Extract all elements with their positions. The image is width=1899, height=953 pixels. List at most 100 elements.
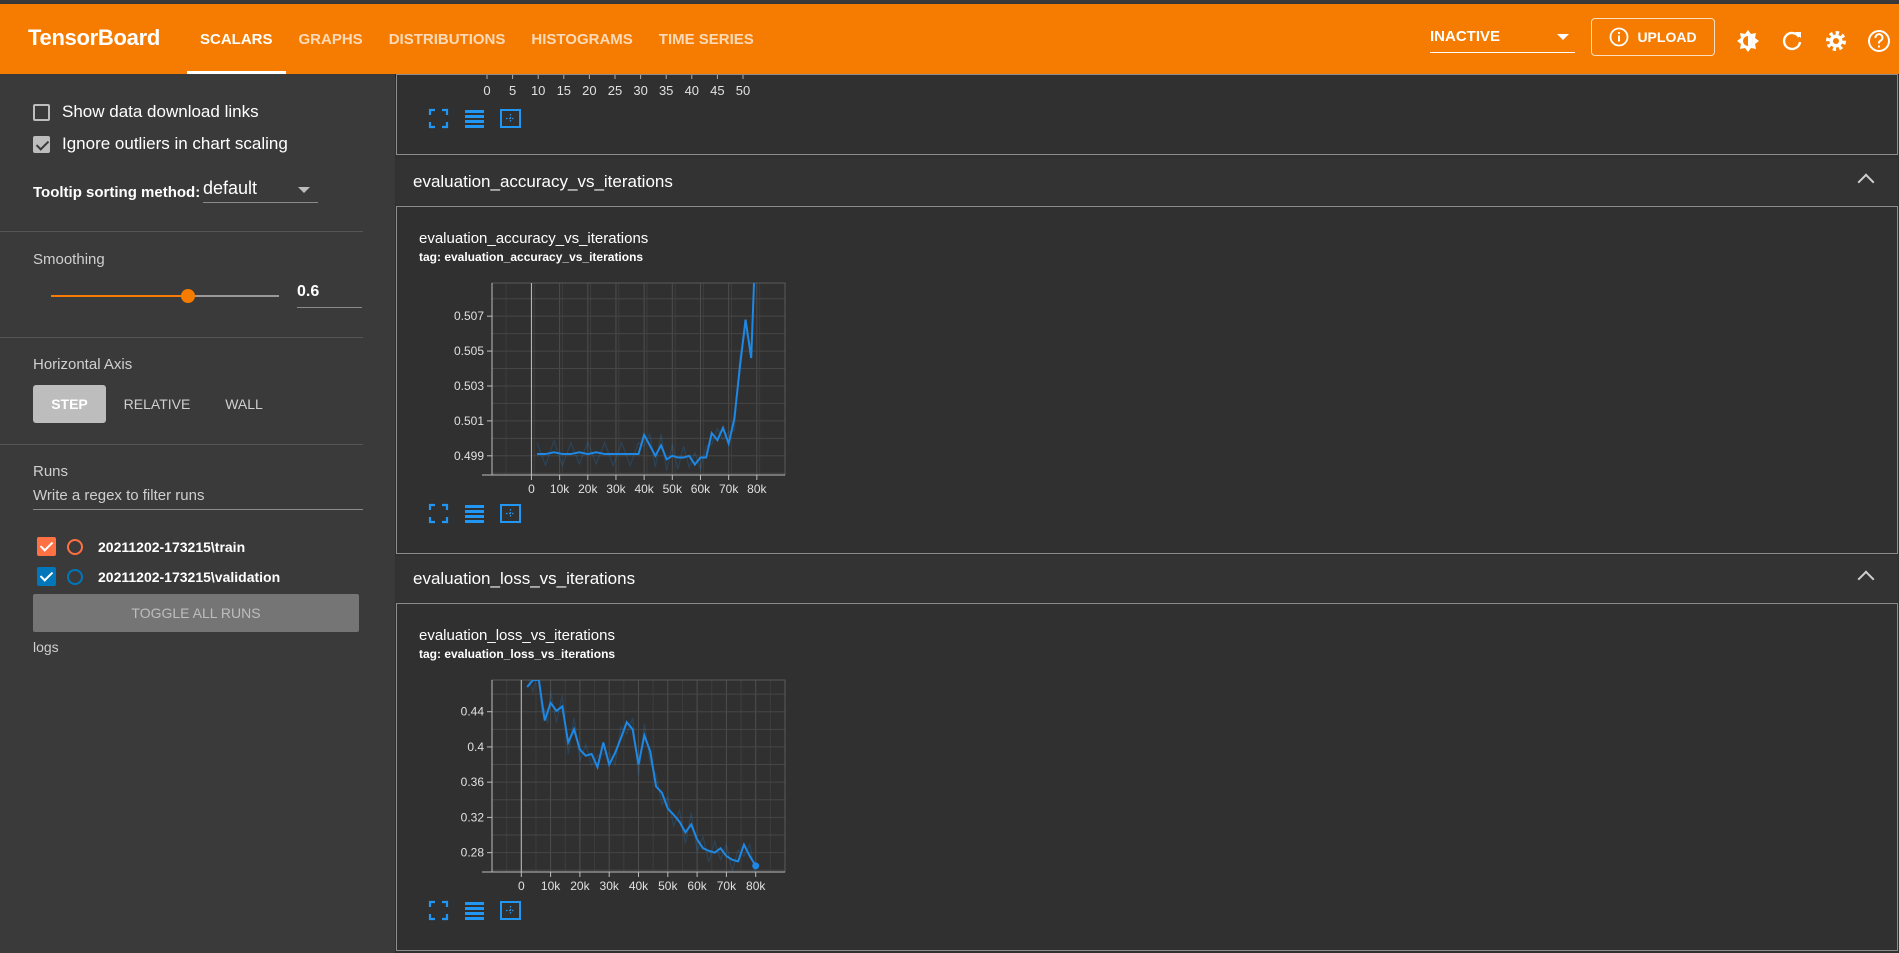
- series-raw-line: [536, 294, 755, 472]
- group-title: evaluation_accuracy_vs_iterations: [413, 172, 673, 191]
- chart-card-accuracy: evaluation_accuracy_vs_iterations tag: e…: [396, 206, 1898, 554]
- chart-tag: tag: evaluation_accuracy_vs_iterations: [419, 250, 644, 264]
- x-tick-label: 70k: [719, 482, 739, 496]
- ignore-outliers-checkbox[interactable]: Ignore outliers in chart scaling: [33, 134, 288, 154]
- top-chart-x-axis: 0 5 10 15 20 25 30 35 40 45 50: [483, 75, 750, 98]
- plot-frame: [491, 282, 786, 476]
- window-top-border: [0, 0, 1899, 4]
- x-tick-label: 60k: [687, 879, 707, 893]
- fit-domain-icon[interactable]: [499, 502, 522, 525]
- runs-label: Runs: [33, 463, 69, 480]
- y-tick-label: 0.44: [461, 705, 485, 719]
- chart-toolbar: [427, 899, 522, 922]
- tab-time-series[interactable]: TIME SERIES: [658, 30, 754, 48]
- tab-histograms[interactable]: HISTOGRAMS: [531, 30, 633, 48]
- horizontal-axis-label: Horizontal Axis: [33, 356, 133, 373]
- divider: [0, 231, 363, 232]
- chart-title: evaluation_loss_vs_iterations: [419, 627, 615, 644]
- series-last-point: [752, 862, 760, 870]
- smoothing-value-input[interactable]: 0.6: [297, 283, 362, 308]
- settings-icon[interactable]: [1823, 28, 1849, 54]
- toggle-log-scale-icon[interactable]: [463, 107, 486, 130]
- x-tick-label: 30: [633, 83, 647, 98]
- group-title: evaluation_loss_vs_iterations: [413, 569, 636, 588]
- show-download-links-checkbox[interactable]: Show data download links: [33, 102, 259, 122]
- x-tick-label: 20: [582, 83, 596, 98]
- x-tick-label: 40k: [629, 879, 649, 893]
- series-smoothed-line: [526, 680, 757, 867]
- smoothing-label: Smoothing: [33, 251, 105, 268]
- fullscreen-icon[interactable]: [427, 502, 450, 525]
- theme-icon[interactable]: [1735, 28, 1761, 54]
- group-header-loss[interactable]: evaluation_loss_vs_iterations: [396, 556, 1898, 602]
- collapse-chevron-icon[interactable]: [1857, 173, 1875, 191]
- tooltip-sorting-select[interactable]: default: [203, 178, 318, 203]
- chart-toolbar: [427, 107, 522, 130]
- divider: [0, 444, 363, 445]
- series-smoothed-line: [537, 283, 756, 467]
- help-icon[interactable]: [1866, 28, 1892, 54]
- x-tick-label: 0: [518, 879, 525, 893]
- tab-graphs[interactable]: GRAPHS: [298, 30, 363, 48]
- tab-distributions[interactable]: DISTRIBUTIONS: [388, 30, 506, 48]
- y-tick-label: 0.4: [467, 740, 484, 754]
- collapse-chevron-icon[interactable]: [1857, 570, 1875, 588]
- axis-wall-button[interactable]: WALL: [225, 396, 263, 412]
- fullscreen-icon[interactable]: [427, 899, 450, 922]
- inactive-plugins-select[interactable]: INACTIVE: [1430, 28, 1575, 53]
- checkbox-box-checked[interactable]: [33, 135, 50, 153]
- series-group: [536, 283, 756, 472]
- axis-step-button[interactable]: STEP: [33, 385, 106, 423]
- x-tick-label: 45: [710, 83, 724, 98]
- run-checkbox[interactable]: [37, 567, 56, 586]
- runs-filter-input[interactable]: Write a regex to filter runs: [33, 487, 363, 510]
- x-tick-label: 10k: [550, 482, 570, 496]
- upload-button[interactable]: UPLOAD: [1591, 18, 1715, 56]
- fit-domain-icon[interactable]: [499, 107, 522, 130]
- x-tick-label: 50k: [658, 879, 678, 893]
- run-color-circle[interactable]: [67, 538, 83, 555]
- fit-domain-icon[interactable]: [499, 899, 522, 922]
- x-tick-label: 30k: [606, 482, 626, 496]
- x-tick-label: 80k: [747, 482, 767, 496]
- toggle-all-runs-button[interactable]: TOGGLE ALL RUNS: [33, 594, 359, 632]
- y-tick-label: 0.501: [454, 414, 484, 428]
- plugin-tabs: SCALARS GRAPHS DISTRIBUTIONS HISTOGRAMS …: [187, 4, 767, 74]
- x-tick-label: 15: [557, 83, 571, 98]
- x-tick-label: 10: [531, 83, 545, 98]
- axis-relative-button[interactable]: RELATIVE: [123, 396, 191, 412]
- run-checkbox[interactable]: [37, 537, 56, 556]
- run-name: 20211202-173215\train: [98, 538, 246, 555]
- y-tick-label: 0.28: [461, 846, 485, 860]
- accuracy-line-chart[interactable]: 0.499 0.501 0.503 0.505 0.507 0 10k 20k 30k 40k 50…: [427, 275, 787, 497]
- loss-line-chart[interactable]: 0.28 0.32 0.36 0.4 0.44 0 10k 20k 30k 40k 50k 60k 70…: [427, 672, 787, 894]
- smoothing-slider-handle[interactable]: [181, 289, 195, 303]
- x-tick-label: 20k: [578, 482, 598, 496]
- refresh-icon[interactable]: [1779, 28, 1805, 54]
- x-tick-label: 50: [736, 83, 750, 98]
- series-raw-line: [528, 680, 756, 872]
- y-tick-label: 0.503: [454, 379, 484, 393]
- show-download-links-label: Show data download links: [62, 102, 259, 121]
- x-tick-label: 40k: [634, 482, 654, 496]
- fullscreen-icon[interactable]: [427, 107, 450, 130]
- toggle-log-scale-icon[interactable]: [463, 502, 486, 525]
- upload-label: UPLOAD: [1637, 29, 1697, 45]
- group-header-accuracy[interactable]: evaluation_accuracy_vs_iterations: [396, 159, 1898, 205]
- x-tick-label: 40: [685, 83, 699, 98]
- x-tick-label: 70k: [717, 879, 737, 893]
- series-group: [526, 680, 760, 872]
- toggle-log-scale-icon[interactable]: [463, 899, 486, 922]
- y-tick-label: 0.507: [454, 309, 484, 323]
- x-tick-label: 5: [509, 83, 516, 98]
- run-item-train[interactable]: 20211202-173215\train: [37, 537, 245, 556]
- run-item-validation[interactable]: 20211202-173215\validation: [37, 567, 280, 586]
- info-icon: [1610, 27, 1629, 47]
- run-color-circle[interactable]: [67, 568, 83, 585]
- chart-title: evaluation_accuracy_vs_iterations: [419, 230, 649, 247]
- checkbox-box[interactable]: [33, 103, 50, 121]
- divider: [0, 337, 363, 338]
- inactive-select-value: INACTIVE: [1430, 28, 1501, 45]
- tab-scalars[interactable]: SCALARS: [187, 4, 286, 74]
- x-tick-label: 80k: [746, 879, 766, 893]
